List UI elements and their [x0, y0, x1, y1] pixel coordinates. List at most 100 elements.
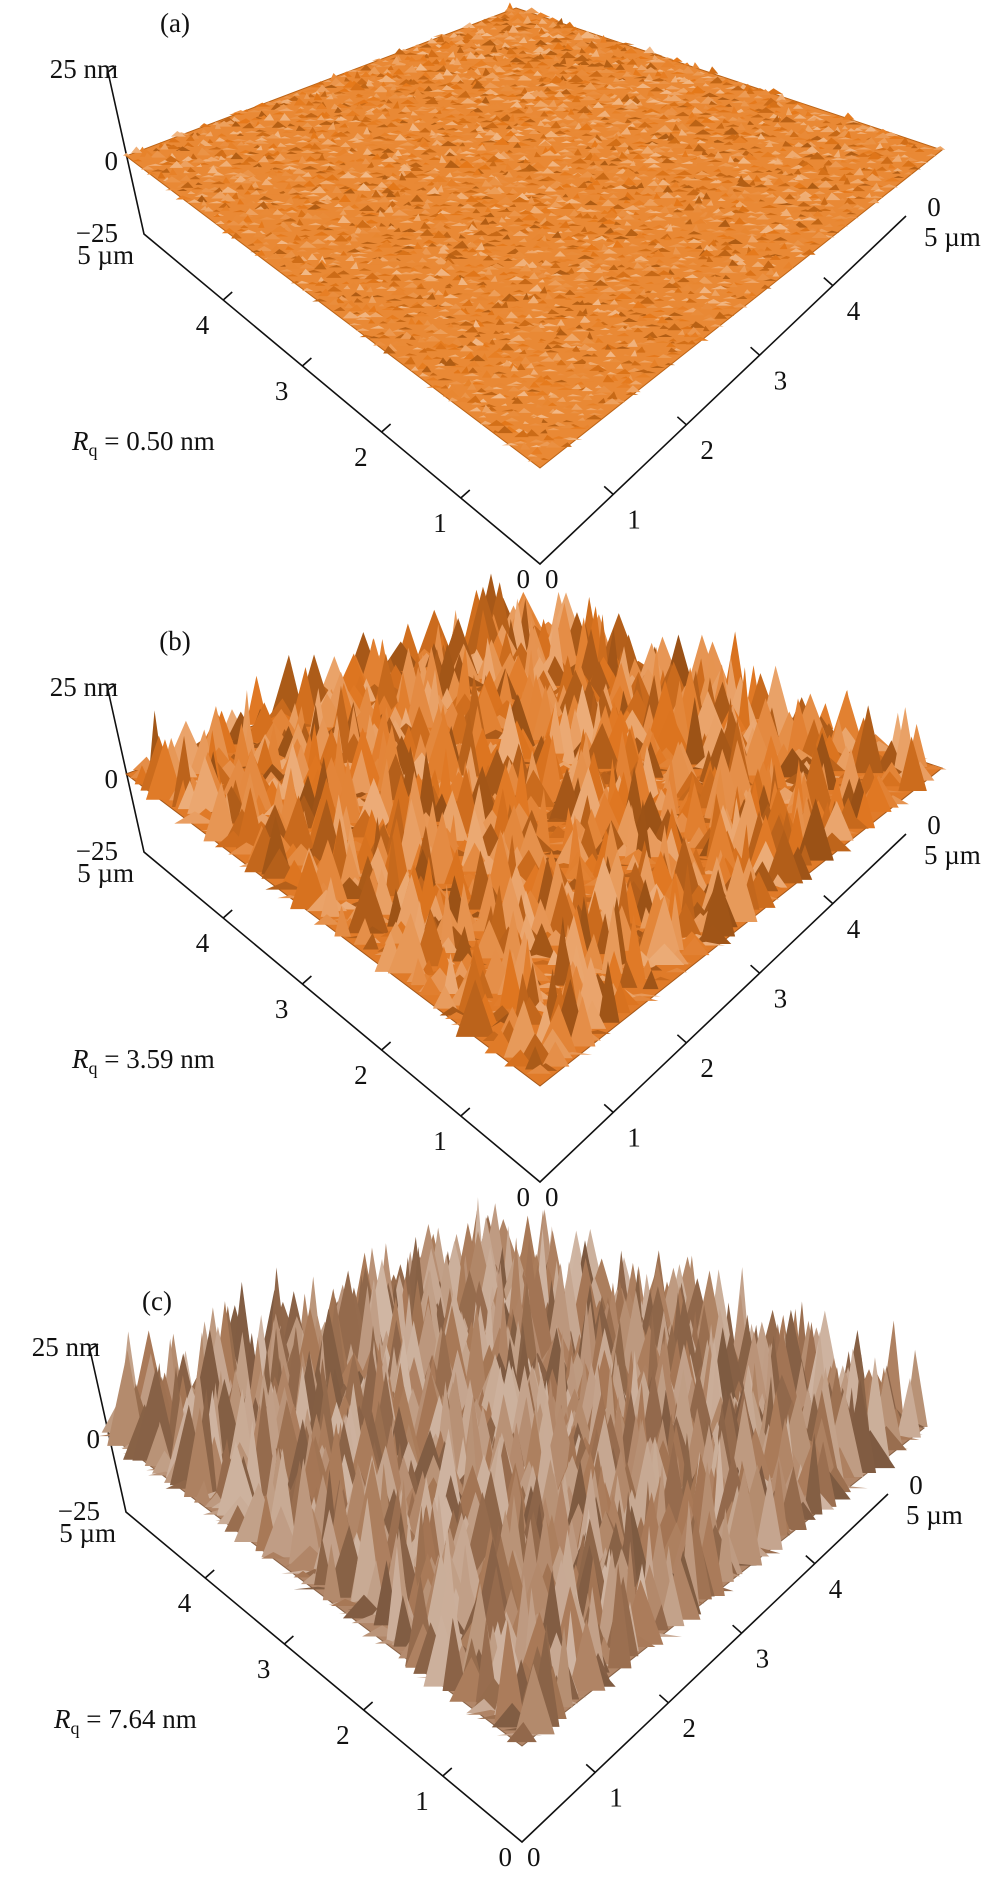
- surface-spike: [272, 112, 286, 115]
- surface-spike: [527, 28, 537, 31]
- surface-spike: [429, 129, 437, 135]
- surface-spike: [797, 130, 811, 138]
- surface-spike: [322, 84, 338, 88]
- axis-tick: [301, 357, 312, 367]
- surface-spike: [620, 127, 632, 135]
- surface-spike: [544, 186, 557, 192]
- surface-spike: [647, 90, 655, 97]
- surface-spike: [191, 187, 204, 190]
- surface-spike: [515, 61, 528, 65]
- surface-spike: [509, 67, 525, 70]
- surface-spike: [568, 108, 575, 115]
- surface-spike: [561, 21, 575, 29]
- surface-spike: [315, 112, 330, 118]
- surface-spike: [731, 157, 742, 162]
- surface-spike: [461, 175, 476, 178]
- surface-spike: [891, 171, 901, 174]
- surface-spike: [355, 95, 364, 98]
- surface-spike: [157, 171, 166, 179]
- surface-spike: [293, 175, 307, 182]
- axis-tick: [381, 1041, 392, 1051]
- surface-spike: [339, 71, 353, 77]
- surface-spike: [282, 130, 294, 133]
- surface-spike: [570, 26, 579, 32]
- surface-spike: [636, 137, 648, 142]
- surface-spike: [394, 133, 408, 141]
- surface-spike: [612, 175, 621, 178]
- surface-spike: [183, 170, 190, 174]
- surface-spike: [439, 132, 452, 135]
- surface-spike: [609, 157, 623, 162]
- surface-spike: [471, 81, 486, 89]
- surface-spike: [267, 176, 282, 182]
- surface-spike: [445, 151, 456, 157]
- surface-spike: [746, 120, 755, 125]
- surface-spike: [592, 101, 605, 108]
- surface-spike: [656, 155, 672, 159]
- surface-spike: [415, 80, 425, 84]
- surface-spike: [528, 129, 541, 135]
- surface-spike: [541, 76, 553, 82]
- surface-spike: [643, 46, 655, 54]
- surface-spike: [232, 172, 251, 178]
- surface-spike: [725, 124, 740, 127]
- surface-spike: [392, 68, 405, 75]
- surface-spike: [690, 85, 707, 94]
- surface-spike: [412, 46, 419, 51]
- surface-spike: [581, 117, 589, 123]
- surface-spike: [140, 165, 155, 170]
- surface-spike: [385, 122, 398, 127]
- surface-spike: [352, 103, 359, 106]
- surface-spike: [282, 143, 297, 146]
- surface-spike: [622, 177, 637, 185]
- surface-spike: [903, 142, 917, 145]
- surface-spike: [478, 152, 497, 156]
- surface-spike: [644, 62, 658, 70]
- surface-spike: [434, 53, 449, 57]
- surface-spike: [435, 110, 442, 114]
- surface-spike: [823, 159, 834, 166]
- surface-spike: [454, 185, 472, 189]
- surface-spike: [509, 57, 525, 63]
- surface-spike: [611, 55, 619, 58]
- surface-spike: [714, 172, 728, 177]
- surface-spike: [333, 137, 341, 140]
- surface-spike: [462, 71, 469, 74]
- surface-spike: [619, 47, 627, 52]
- surface-spike: [246, 120, 255, 124]
- surface-spike: [200, 128, 208, 133]
- surface-spike: [365, 183, 383, 186]
- surface-spike: [283, 127, 294, 130]
- surface-spike: [676, 99, 690, 104]
- surface-spike: [662, 185, 674, 193]
- surface-spike: [880, 184, 899, 188]
- surface-spike: [635, 83, 652, 89]
- surface-spike: [625, 84, 641, 87]
- surface-spike: [160, 168, 170, 173]
- surface-spike: [513, 165, 522, 171]
- surface-spike: [443, 68, 454, 76]
- surface-spike: [431, 77, 439, 80]
- surface-spike: [854, 127, 864, 131]
- surface-spike: [844, 122, 862, 125]
- surface-spike: [139, 148, 156, 157]
- surface-spike: [632, 153, 645, 159]
- surface-spike: [486, 103, 500, 110]
- surface-spike: [603, 75, 610, 79]
- axis-tick: [381, 423, 392, 433]
- surface-spike: [619, 93, 632, 102]
- surface-spike: [675, 87, 690, 93]
- surface-spike: [484, 129, 497, 136]
- surface-spike: [658, 70, 673, 74]
- surface-spike: [491, 76, 501, 82]
- surface-spike: [404, 52, 419, 55]
- z-tick-label: 0: [105, 146, 119, 176]
- surface-spike: [574, 122, 583, 130]
- z-tick-label: 25 nm: [50, 54, 118, 84]
- surface-spike: [355, 78, 370, 85]
- surface-spike: [268, 143, 278, 148]
- surface-spike: [742, 135, 761, 138]
- surface-spike: [383, 111, 391, 117]
- surface-spike: [792, 104, 804, 109]
